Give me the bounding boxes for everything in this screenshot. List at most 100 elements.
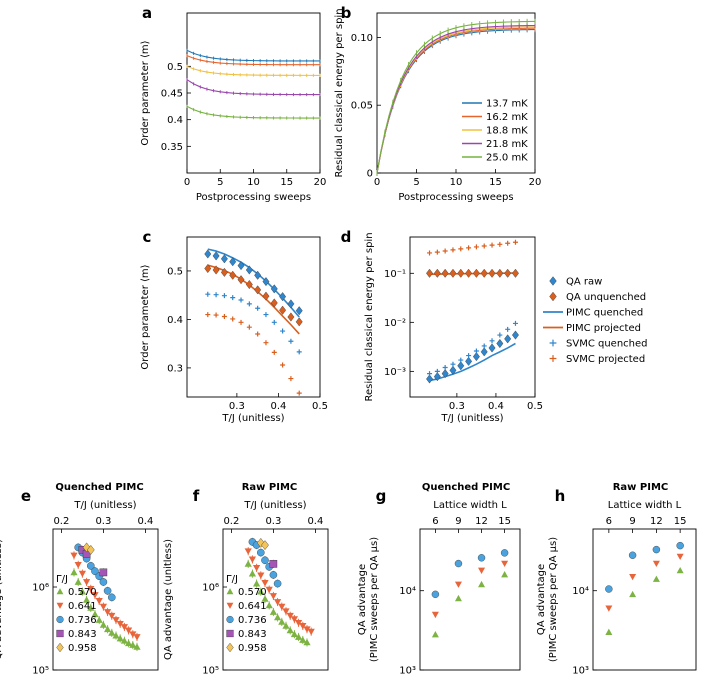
panel-e-legend-swatch — [56, 588, 64, 595]
panel-d-qa-raw-point — [488, 343, 496, 353]
panel-f-point-1 — [248, 556, 256, 564]
panel-e-point-0 — [133, 643, 141, 650]
panel-c-xtick-label: 0.4 — [270, 401, 286, 412]
panel-f-point-0 — [269, 608, 277, 615]
panel-d-svmc-quenched-point — [473, 348, 479, 354]
panel-e-legend-swatch — [56, 602, 64, 609]
panel-c-qa-raw-point — [295, 306, 303, 316]
panel-c-qa-unquenched-point — [295, 317, 303, 327]
panel-e-point-1 — [120, 624, 128, 631]
panel-d-ytick-label: 10⁻² — [384, 318, 406, 329]
panel-e-point-1 — [125, 627, 133, 635]
panel-c-qa-unquenched-point — [245, 279, 253, 290]
panel-g-point-0 — [454, 559, 463, 568]
panel-f-point-2 — [273, 579, 282, 588]
panel-label-h: h — [555, 487, 566, 505]
panel-e-legend-swatch — [56, 642, 64, 653]
panel-e-legend-title: Γ/J — [56, 574, 68, 585]
panel-e-point-0 — [108, 629, 116, 636]
panel-d-svmc-projected-point — [497, 241, 503, 247]
panel-c-svmc-projected-point — [246, 324, 252, 330]
panel-d-legend-swatch — [549, 355, 557, 362]
panel-a-ytick-label: 0.4 — [167, 115, 183, 126]
panel-c-qa-raw-point — [220, 254, 228, 264]
panel-e-point-1 — [95, 598, 103, 605]
panel-a-series-line-4 — [186, 105, 321, 119]
panel-e-legend-label: 0.570 — [68, 587, 97, 598]
panel-g-point-0 — [500, 549, 509, 557]
panel-d-svmc-quenched-point — [458, 357, 464, 363]
panel-c-svmc-projected-point — [230, 316, 236, 322]
panel-a-xtick-label: 10 — [247, 177, 260, 188]
panel-c-qa-raw-point — [229, 257, 237, 267]
panel-f-legend-label: 0.736 — [238, 615, 267, 626]
panel-d-legend-label: SVMC projected — [566, 354, 645, 365]
panel-b-xlabel: Postprocessing sweeps — [398, 192, 513, 203]
panel-f-point-1 — [261, 580, 269, 587]
panel-d-svmc-quenched-point — [450, 361, 456, 367]
panel-c-svmc-projected-point — [221, 314, 227, 320]
panel-d-svmc-projected-point — [466, 245, 472, 251]
panel-d-qa-unquenched-point — [480, 268, 488, 278]
panel-c-qa-raw-point — [245, 265, 253, 275]
panel-e-point-2 — [87, 562, 95, 570]
panel-d-qa-raw-point — [512, 330, 519, 340]
panel-b-legend-label: 13.7 mK — [486, 99, 528, 110]
panel-c-qa-raw-point — [237, 261, 245, 271]
panel-label-c: c — [143, 228, 152, 246]
panel-d-qa-unquenched-point — [457, 268, 465, 278]
panel-d-svmc-projected-point — [427, 250, 433, 256]
panel-a-xtick-label: 20 — [314, 177, 327, 188]
panel-e-point-1 — [74, 561, 82, 569]
panel-d-xtick-label: 0.5 — [527, 401, 543, 412]
panel-a-series-line-0 — [186, 49, 321, 62]
panel-e-point-0 — [91, 610, 99, 618]
panel-label-f: f — [193, 487, 200, 505]
panel-h-point-0 — [652, 545, 661, 554]
panel-h-point-0 — [605, 585, 613, 593]
panel-d-qa-raw-point — [449, 365, 457, 375]
panel-e-point-4 — [86, 544, 95, 555]
panel-label-a: a — [142, 4, 152, 22]
panel-c-svmc-projected-point — [263, 340, 269, 346]
panel-e-legend-swatch — [56, 615, 64, 624]
panel-f-point-0 — [303, 638, 311, 646]
panel-d-ylabel: Residual classical energy per spin — [364, 232, 375, 401]
panel-d-qa-raw-point — [480, 347, 488, 357]
panel-c-svmc-quenched-point — [280, 328, 286, 334]
panel-h-point-0 — [628, 551, 637, 559]
panel-d-qa-raw-point — [441, 369, 449, 379]
panel-d-qa-raw-point — [465, 356, 473, 366]
panel-g-point-0 — [431, 590, 440, 599]
panel-b-ytick-label: 0.05 — [351, 101, 373, 112]
panel-g-point-1 — [431, 611, 439, 619]
panel-b-legend-label: 25.0 mK — [486, 153, 528, 164]
panel-h-point-0 — [676, 541, 684, 550]
panel-g-ylabel: QA advantage — [357, 564, 368, 635]
panel-d-svmc-projected-point — [434, 249, 440, 255]
panel-d-frame — [409, 236, 536, 398]
panel-g-xtick-label: 9 — [455, 516, 461, 527]
panel-e-legend-label: 0.736 — [68, 615, 97, 626]
panel-c-qa-unquenched-point — [262, 291, 270, 301]
panel-d-svmc-projected-point — [505, 240, 511, 246]
panel-f-xtick-label: 0.2 — [223, 516, 239, 527]
panel-e-point-1 — [83, 579, 91, 586]
panel-d-xtick-label: 0.4 — [488, 401, 504, 412]
panel-d-qa-unquenched-point — [465, 268, 473, 278]
panel-f-point-0 — [253, 579, 261, 587]
panel-c-frame — [186, 236, 321, 398]
panel-e-point-0 — [116, 634, 124, 642]
panel-c-qa-raw-point — [279, 292, 287, 302]
panel-c-qa-raw-point — [212, 251, 220, 261]
panel-d-svmc-quenched-point — [489, 338, 495, 344]
panel-f-legend-label: 0.843 — [238, 629, 267, 640]
panel-c-qa-unquenched-point — [204, 263, 212, 274]
panel-d-svmc-quenched-point — [427, 371, 433, 377]
panel-h-ylabel-units: (PIMC sweeps per QA μs) — [548, 537, 559, 662]
panel-label-g: g — [376, 487, 387, 505]
panel-f-legend-label: 0.958 — [238, 643, 267, 654]
panel-c-xtick-label: 0.5 — [312, 401, 328, 412]
panel-h-xtick-label: 9 — [629, 516, 635, 527]
panel-a-ytick-label: 0.35 — [161, 142, 183, 153]
